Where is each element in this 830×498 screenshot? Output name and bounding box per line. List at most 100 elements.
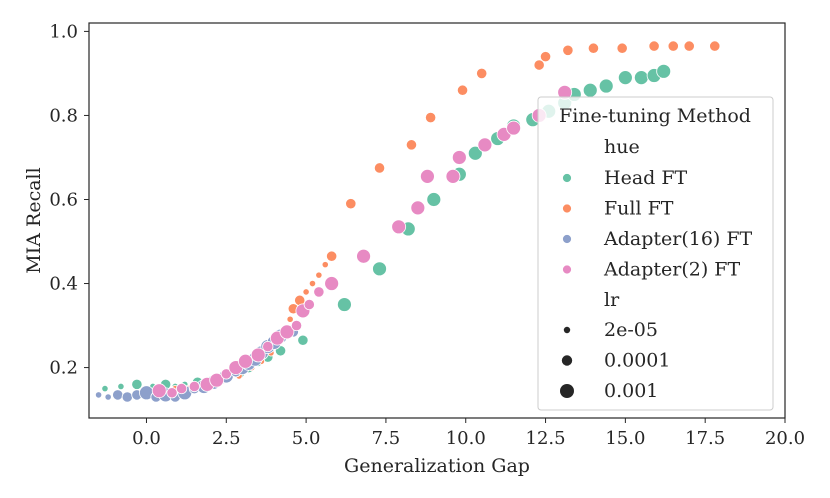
- data-point: [445, 168, 461, 184]
- data-point: [372, 261, 387, 277]
- legend-label: Full FT: [604, 198, 674, 220]
- data-point: [356, 248, 371, 264]
- data-point: [290, 319, 303, 332]
- x-axis-label: Generalization Gap: [344, 455, 530, 477]
- x-tick-label: 17.5: [685, 428, 725, 449]
- plot-area: [94, 40, 721, 403]
- data-point: [373, 162, 386, 174]
- series-adapter-2-ft: [151, 84, 573, 399]
- data-point: [286, 315, 294, 323]
- legend-box: [537, 96, 774, 411]
- legend-size-label: 2e-05: [604, 319, 658, 341]
- legend-label: Adapter(2) FT: [603, 259, 740, 281]
- x-tick-label: 15.0: [605, 428, 645, 449]
- legend-label: Head FT: [604, 167, 688, 189]
- data-point: [220, 368, 232, 380]
- data-point: [477, 137, 493, 153]
- data-point: [426, 192, 442, 207]
- data-point: [616, 42, 628, 54]
- data-point: [405, 139, 418, 151]
- data-point: [420, 168, 435, 184]
- x-tick-label: 2.5: [212, 428, 241, 449]
- data-point: [456, 84, 469, 96]
- data-point: [209, 372, 225, 388]
- data-point: [279, 324, 295, 340]
- legend: Fine-tuning Method hue Head FT Full FT Ada…: [537, 96, 774, 411]
- y-axis-ticks: 0.2 0.4 0.6 0.8 1.0: [49, 21, 89, 379]
- data-point: [345, 198, 357, 210]
- data-point: [562, 44, 574, 56]
- data-point: [617, 70, 633, 86]
- legend-size-label: 0.0001: [604, 350, 670, 372]
- data-point: [166, 387, 178, 399]
- data-point: [683, 40, 695, 52]
- legend-marker: [562, 173, 572, 183]
- data-point: [506, 120, 522, 136]
- data-point: [598, 78, 614, 94]
- data-point: [324, 276, 340, 291]
- data-point: [633, 70, 649, 86]
- y-axis-label: MIA Recall: [23, 167, 45, 273]
- data-point: [112, 389, 124, 401]
- data-point: [582, 82, 598, 98]
- data-point: [94, 391, 103, 399]
- x-tick-label: 5.0: [292, 428, 321, 449]
- data-point: [391, 219, 407, 235]
- data-point: [303, 298, 315, 311]
- legend-size-entries: 2e-05 0.0001 0.001: [560, 319, 670, 402]
- data-point: [297, 334, 309, 346]
- y-tick-label: 0.4: [49, 274, 78, 295]
- data-point: [238, 353, 253, 369]
- legend-size-marker: [561, 355, 573, 366]
- x-tick-label: 12.5: [526, 428, 566, 449]
- data-point: [539, 51, 552, 63]
- data-point: [302, 288, 310, 296]
- legend-label: Adapter(16) FT: [603, 228, 753, 250]
- y-tick-label: 0.8: [49, 105, 78, 126]
- data-point: [188, 380, 200, 393]
- data-point: [533, 59, 545, 71]
- legend-series-entries: Head FT Full FT Adapter(16) FT Adapter(2) F…: [562, 167, 753, 281]
- legend-title: Fine-tuning Method: [559, 105, 751, 127]
- data-point: [667, 40, 679, 52]
- data-point: [131, 378, 143, 390]
- data-point: [337, 297, 352, 312]
- y-tick-label: 0.6: [49, 189, 78, 210]
- data-point: [117, 382, 125, 391]
- data-point: [326, 250, 338, 262]
- data-point: [151, 383, 167, 399]
- data-point: [250, 347, 266, 363]
- y-tick-label: 0.2: [49, 358, 78, 379]
- data-point: [587, 42, 600, 54]
- legend-size-header: lr: [604, 289, 620, 311]
- data-point: [410, 200, 426, 216]
- data-point: [467, 145, 483, 161]
- x-tick-label: 7.5: [372, 428, 401, 449]
- data-point: [656, 63, 672, 79]
- legend-marker: [562, 264, 572, 275]
- data-point: [104, 393, 112, 401]
- x-axis-ticks: 0.0 2.5 5.0 7.5 10.0 12.5 15.0 17.5 20.0: [132, 418, 805, 449]
- data-point: [262, 340, 274, 353]
- data-point: [313, 286, 325, 298]
- data-point: [315, 271, 323, 279]
- data-point: [175, 382, 188, 395]
- x-tick-label: 10.0: [446, 428, 486, 449]
- legend-marker: [562, 203, 572, 214]
- y-tick-label: 1.0: [49, 21, 78, 42]
- data-point: [476, 67, 488, 80]
- data-point: [425, 111, 437, 124]
- data-point: [101, 384, 109, 393]
- data-point: [308, 279, 317, 288]
- data-point: [321, 261, 329, 269]
- x-tick-label: 0.0: [132, 428, 161, 449]
- data-point: [451, 150, 467, 165]
- legend-marker: [562, 234, 572, 244]
- legend-hue-header: hue: [604, 136, 640, 158]
- data-point: [121, 391, 133, 403]
- x-tick-label: 20.0: [765, 428, 805, 449]
- legend-size-marker: [560, 384, 574, 398]
- axes-frame: [88, 22, 786, 419]
- legend-size-marker: [563, 326, 571, 334]
